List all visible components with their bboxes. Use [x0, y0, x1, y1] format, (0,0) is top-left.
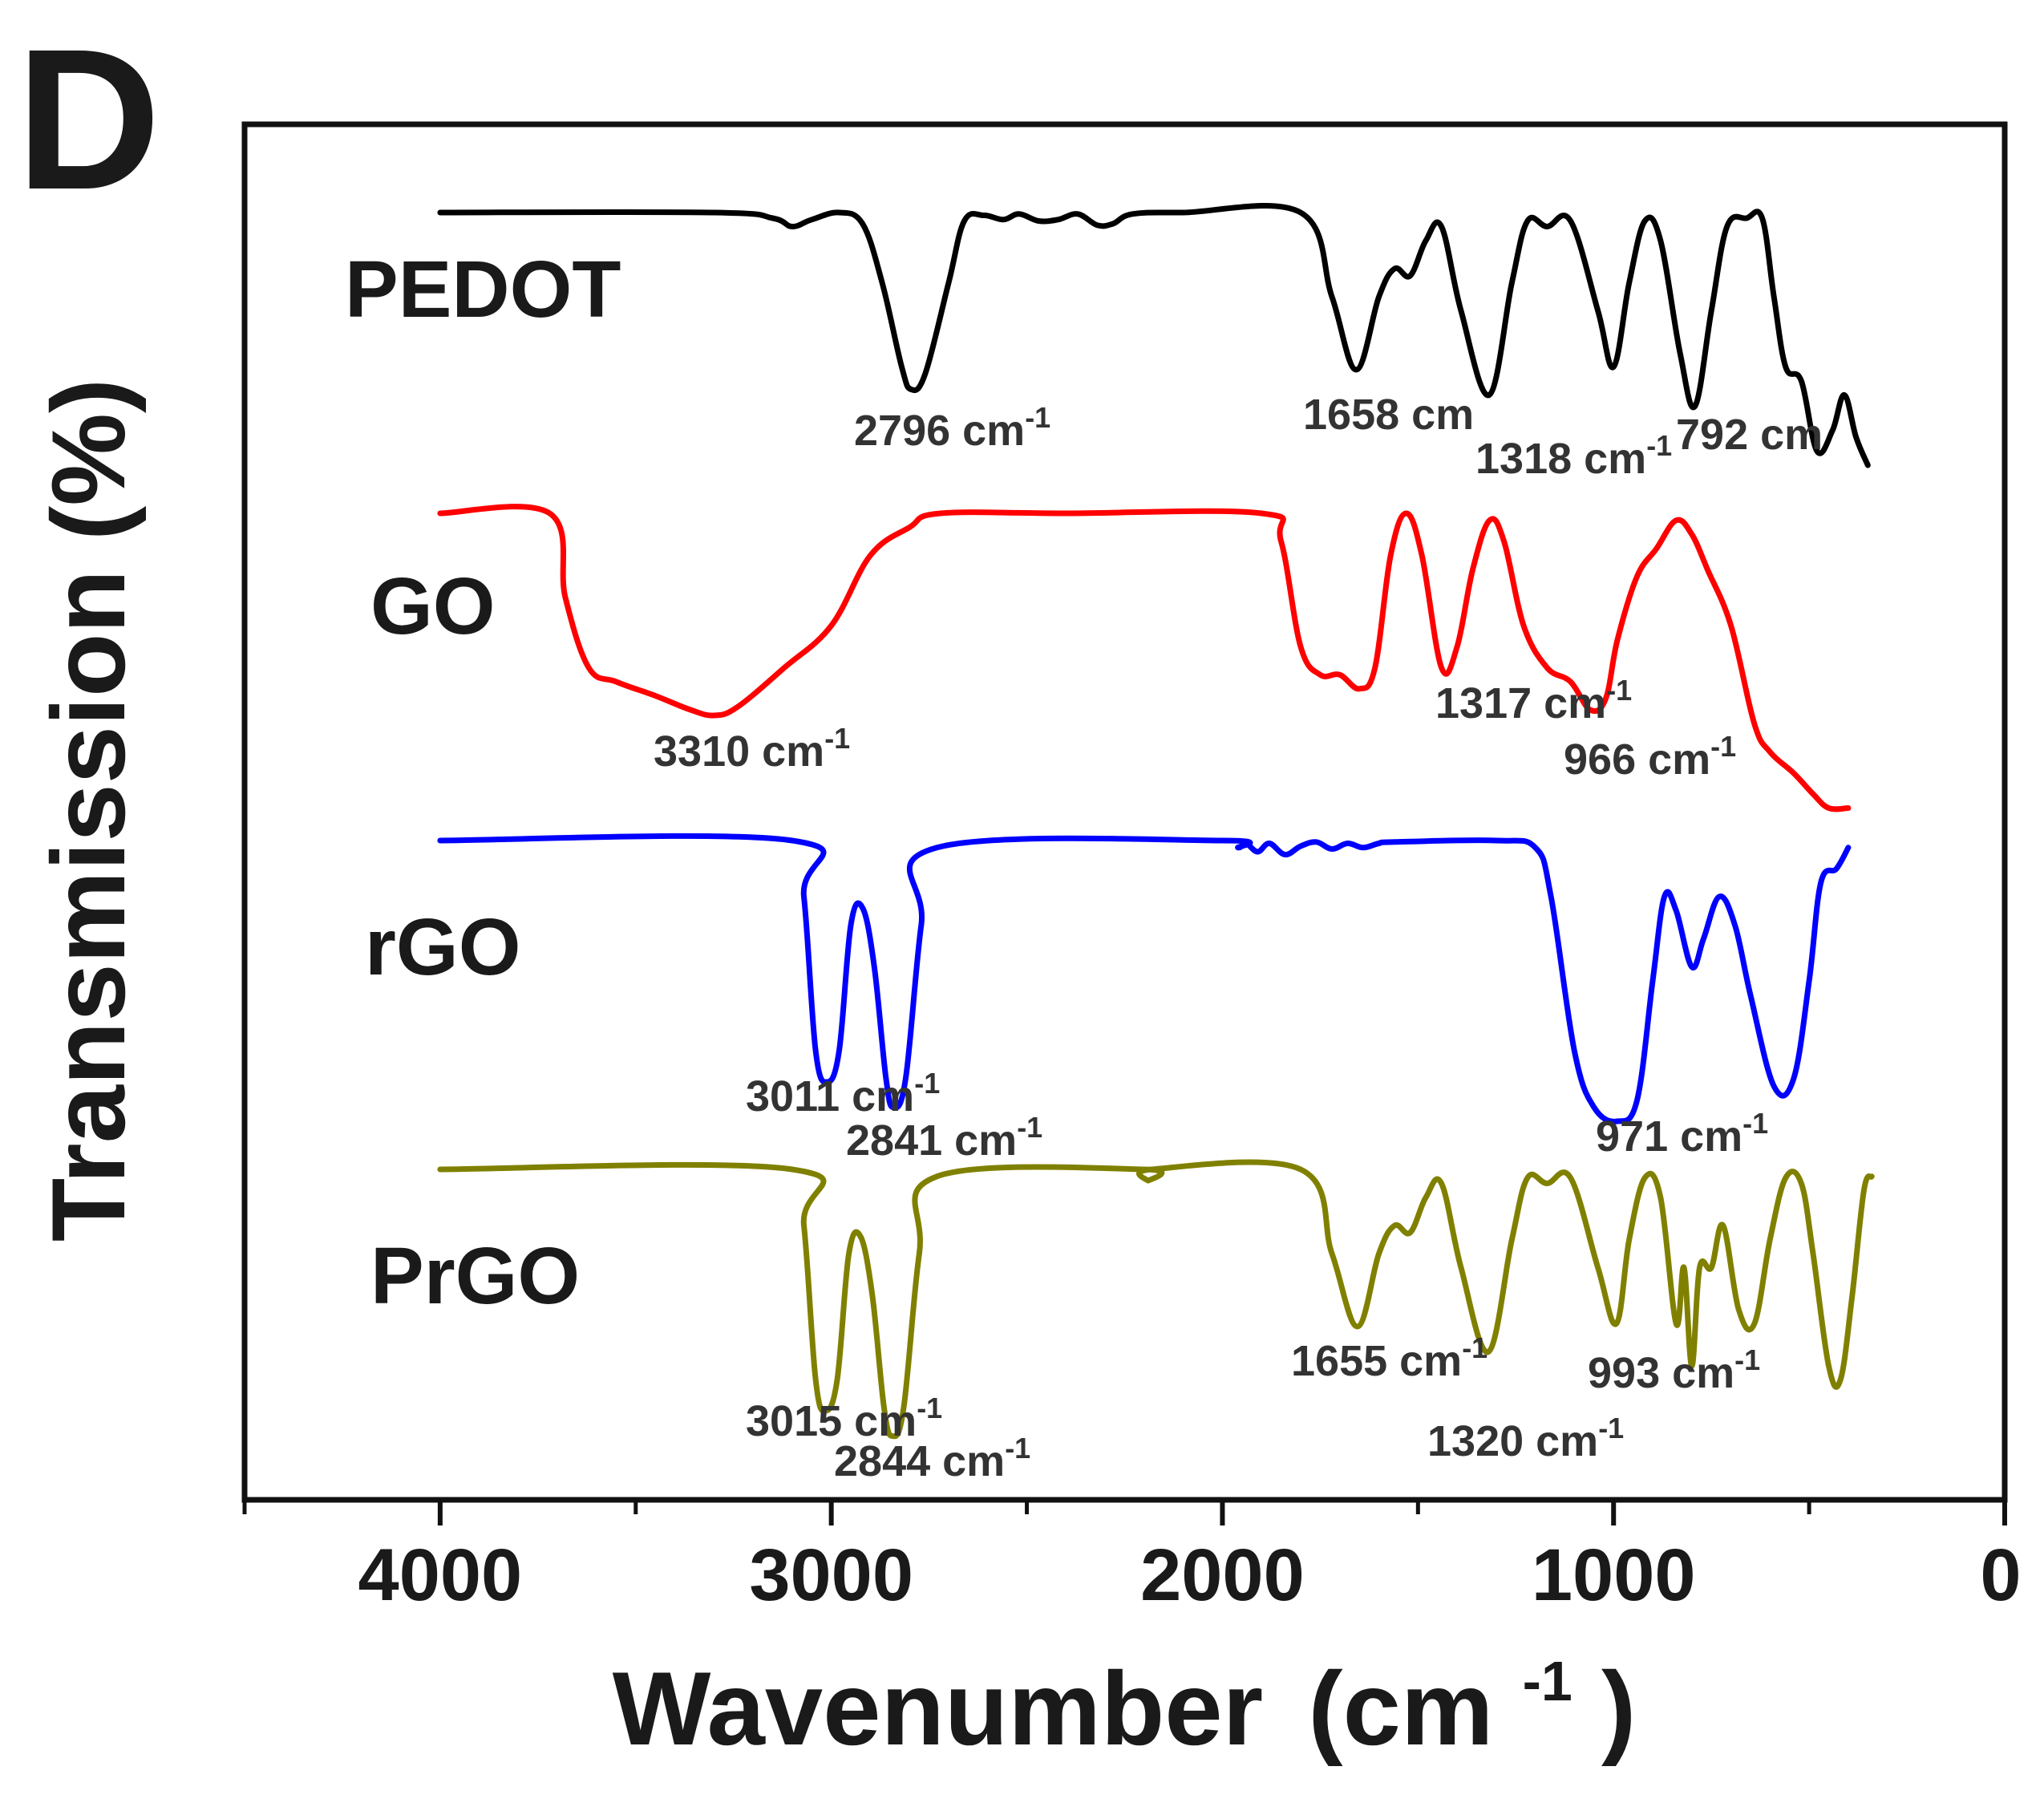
x-axis-title-main: Wavenumber — [613, 1650, 1263, 1767]
peak-label-prgo-3015: 3015 cm-1 — [746, 1392, 942, 1445]
spectra-traces — [437, 203, 1875, 1440]
trace-pedot — [437, 203, 1871, 468]
x-axis-title-unit-sup: -1 — [1523, 1650, 1572, 1712]
series-label-pedot: PEDOT — [345, 245, 621, 334]
x-axis-title-unit-close: ) — [1601, 1650, 1636, 1767]
x-tick-label-0: 0 — [1980, 1534, 2021, 1616]
peak-label-prgo-2844: 2844 cm-1 — [834, 1432, 1030, 1485]
peak-label-rgo-971: 971 cm-1 — [1596, 1107, 1768, 1161]
peak-label-rgo-2841: 2841 cm-1 — [846, 1111, 1042, 1165]
x-axis-ticks — [242, 1500, 2007, 1525]
peak-label-pedot-1318: 1318 cm-1 — [1475, 429, 1672, 483]
series-label-prgo: PrGO — [370, 1231, 580, 1321]
series-labels: PEDOT GO rGO PrGO — [345, 245, 621, 1321]
series-label-go: GO — [370, 561, 496, 651]
trace-go — [437, 504, 1852, 812]
trace-prgo — [437, 1159, 1875, 1440]
panel-letter: D — [16, 7, 161, 231]
x-tick-label-4000: 4000 — [358, 1534, 523, 1616]
series-label-rgo: rGO — [365, 902, 520, 992]
peak-label-prgo-1320: 1320 cm-1 — [1427, 1412, 1624, 1465]
peak-label-go-1317: 1317 cm-1 — [1435, 674, 1632, 727]
x-tick-label-1000: 1000 — [1532, 1534, 1696, 1616]
peak-label-go-3310: 3310 cm-1 — [654, 722, 850, 776]
peak-label-prgo-1655: 1655 cm-1 — [1291, 1331, 1487, 1385]
trace-rgo — [437, 833, 1852, 1124]
peak-label-pedot-792: 792 cm — [1676, 411, 1823, 459]
x-tick-label-3000: 3000 — [749, 1534, 913, 1616]
peak-label-prgo-993: 993 cm-1 — [1588, 1343, 1760, 1397]
peak-label-pedot-1658: 1658 cm — [1303, 391, 1474, 439]
x-tick-label-2000: 2000 — [1140, 1534, 1305, 1616]
peak-label-go-966: 966 cm-1 — [1564, 730, 1736, 784]
y-axis-title: Transmission (%) — [30, 379, 147, 1242]
peak-label-pedot-2796: 2796 cm-1 — [854, 401, 1050, 455]
plot-frame — [241, 121, 2008, 1503]
peak-label-rgo-3011: 3011 cm-1 — [746, 1067, 940, 1120]
x-axis-tick-labels: 4000 3000 2000 1000 0 — [358, 1534, 2022, 1616]
x-axis-title-unit: (cm — [1308, 1650, 1493, 1767]
x-axis-title: Wavenumber (cm -1 ) — [613, 1606, 1637, 1767]
